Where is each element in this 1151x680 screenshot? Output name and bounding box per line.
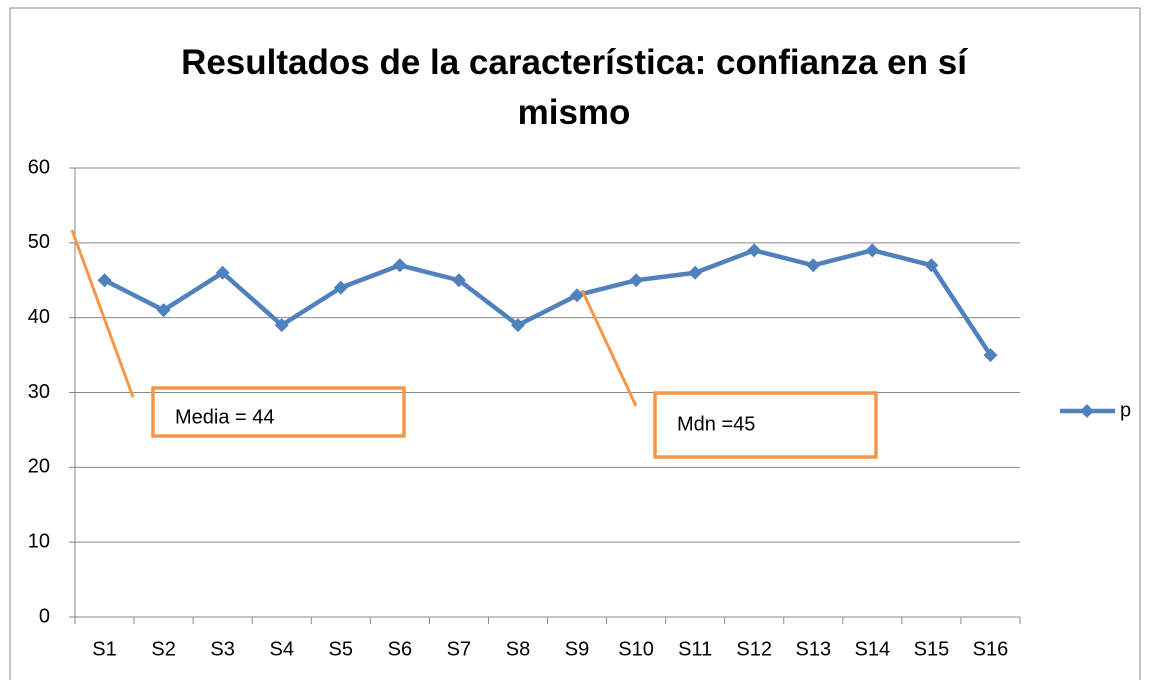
y-tick-label: 50 <box>28 231 50 253</box>
data-point <box>570 288 585 303</box>
series-line <box>103 248 993 357</box>
data-point <box>451 273 466 288</box>
data-point <box>97 273 112 288</box>
annotation-box <box>653 391 878 459</box>
annotation-text: Mdn =45 <box>677 413 755 435</box>
x-tick-label: S10 <box>618 638 654 660</box>
y-tick-label: 10 <box>28 530 50 552</box>
x-tick-label: S13 <box>795 638 831 660</box>
data-point <box>865 243 880 258</box>
data-point <box>924 258 939 273</box>
annotation-line <box>70 229 135 398</box>
data-point <box>156 303 171 318</box>
x-tick-label: S15 <box>914 638 950 660</box>
x-tick-label: S4 <box>269 638 293 660</box>
data-point <box>274 318 289 333</box>
x-tick-label: S5 <box>329 638 353 660</box>
legend-marker <box>1080 404 1094 418</box>
annotation-text: Media = 44 <box>175 406 275 428</box>
x-tick-label: S3 <box>210 638 234 660</box>
y-tick-label: 0 <box>39 605 50 627</box>
x-tick-label: S12 <box>736 638 772 660</box>
x-tick-label: S7 <box>447 638 471 660</box>
data-point <box>688 265 703 280</box>
chart-border <box>9 7 1141 680</box>
x-tick-label: S14 <box>855 638 891 660</box>
data-point <box>747 243 762 258</box>
x-tick-label: S9 <box>565 638 589 660</box>
annotation-box <box>151 386 406 438</box>
x-tick-label: S1 <box>92 638 116 660</box>
data-point <box>983 348 998 363</box>
data-point <box>215 265 230 280</box>
chart-title: Resultados de la característica: confian… <box>181 43 967 132</box>
legend-label: p <box>1120 399 1131 421</box>
x-tick-label: S16 <box>973 638 1009 660</box>
y-tick-label: 60 <box>28 156 50 178</box>
data-point <box>510 318 525 333</box>
data-point <box>629 273 644 288</box>
y-tick-label: 20 <box>28 456 50 478</box>
x-tick-label: S11 <box>678 638 712 660</box>
data-point <box>806 258 821 273</box>
y-tick-label: 40 <box>28 306 50 328</box>
data-point <box>333 280 348 295</box>
x-tick-label: S2 <box>151 638 175 660</box>
x-tick-label: S6 <box>388 638 412 660</box>
data-point <box>392 258 407 273</box>
x-tick-label: S8 <box>506 638 530 660</box>
annotation-line <box>580 289 638 407</box>
y-tick-label: 30 <box>28 381 50 403</box>
